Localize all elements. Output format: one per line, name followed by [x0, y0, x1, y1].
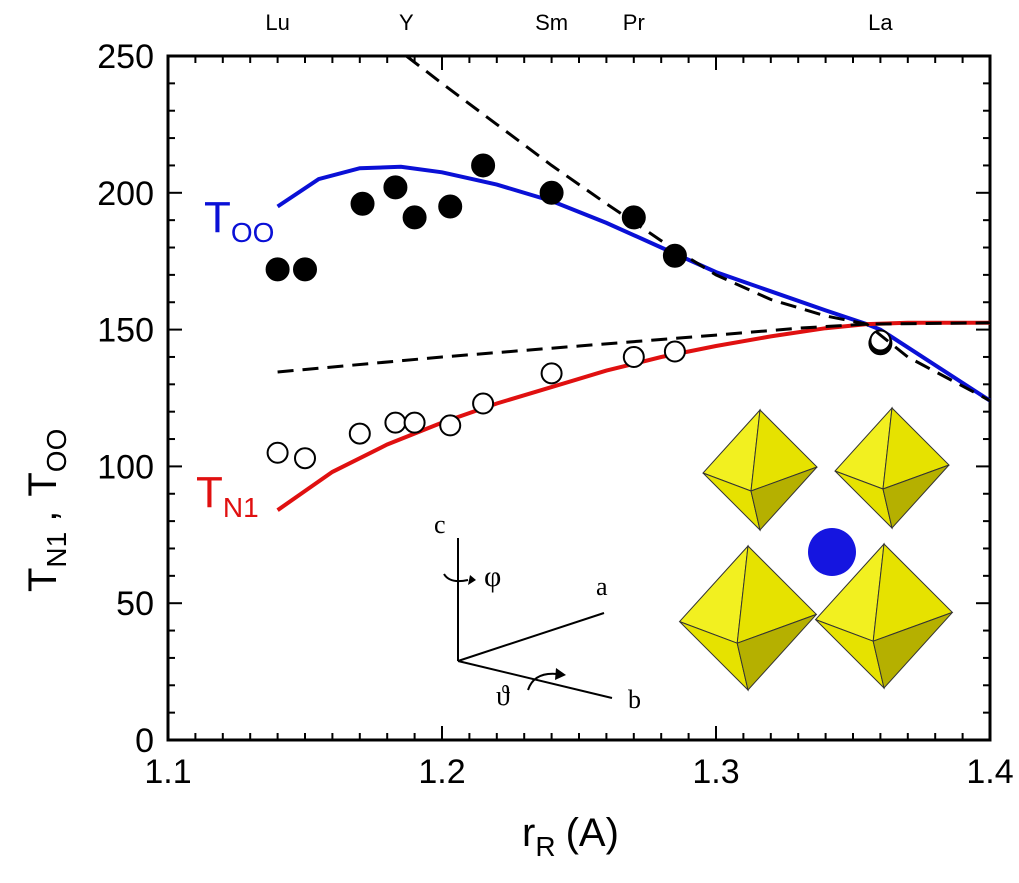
octahedron	[702, 408, 818, 532]
data-point	[266, 441, 289, 464]
data-point	[438, 194, 463, 219]
theta-arrowhead	[555, 668, 566, 680]
theta-rotation-arrow	[527, 672, 558, 691]
phi-arrowhead	[468, 575, 476, 585]
data-point	[350, 191, 375, 216]
x-tick-label: 1.2	[418, 753, 465, 791]
y-tick-label: 50	[116, 585, 154, 623]
element-label: Y	[399, 10, 414, 35]
data-point	[662, 243, 687, 268]
element-label: Lu	[265, 10, 289, 35]
y-tick-label: 250	[97, 38, 154, 76]
a-axis	[457, 612, 605, 662]
series-line	[277, 321, 991, 374]
y-tick-label: 200	[97, 175, 154, 213]
c-axis-label: c	[434, 510, 446, 539]
y-tick-labels: 0 50 100 150 200 250	[97, 38, 154, 760]
data-point	[471, 153, 496, 178]
data-point	[472, 392, 495, 415]
plot-frame	[166, 54, 992, 742]
theta-label: ϑ	[496, 681, 510, 712]
phi-rotation-arrow	[443, 573, 469, 583]
y-tick-label: 150	[97, 312, 154, 350]
data-point	[622, 345, 645, 368]
element-label: Pr	[623, 10, 645, 35]
a-axis-label: a	[596, 572, 608, 601]
t-n1-label: TN1	[196, 468, 259, 523]
x-axis-title: rR (A)	[522, 811, 619, 862]
x-tick-labels: 1.1 1.2 1.3 1.4	[144, 753, 1013, 791]
octahedron	[834, 406, 950, 530]
rotation-axes-inset	[443, 538, 613, 699]
element-labels: Lu Y Sm Pr La	[265, 10, 893, 35]
series-layer	[265, 54, 992, 512]
t-oo-label: TOO	[204, 193, 274, 248]
data-point	[294, 447, 316, 470]
octahedron	[814, 542, 954, 690]
series-dashed_upper	[405, 54, 991, 403]
data-point	[384, 411, 407, 434]
data-point	[621, 205, 646, 230]
data-point	[403, 411, 426, 434]
element-label: La	[868, 10, 893, 35]
series-line	[276, 164, 992, 403]
element-label: Sm	[535, 10, 568, 35]
series-dashed_lower	[277, 321, 991, 374]
data-point	[348, 422, 371, 445]
phi-label: φ	[484, 560, 501, 593]
b-axis-label: b	[628, 685, 641, 714]
y-axis-title: TN1,TOO	[21, 429, 72, 592]
y-tick-label: 100	[97, 448, 154, 486]
y-tick-label: 0	[135, 722, 154, 760]
data-point	[383, 175, 408, 200]
a-site-atom	[808, 528, 856, 576]
data-point	[293, 257, 317, 282]
data-point	[265, 257, 290, 282]
series-line	[405, 54, 991, 403]
data-point	[663, 340, 686, 363]
data-point	[869, 329, 892, 352]
x-tick-label: 1.1	[144, 753, 191, 791]
octahedron	[678, 544, 818, 692]
x-tick-label: 1.3	[692, 753, 739, 791]
x-tick-label: 1.4	[966, 753, 1013, 791]
data-point	[539, 180, 564, 205]
data-point	[402, 205, 427, 230]
data-point	[540, 362, 563, 385]
perovskite-structure-inset	[678, 406, 954, 692]
data-point	[439, 414, 462, 437]
